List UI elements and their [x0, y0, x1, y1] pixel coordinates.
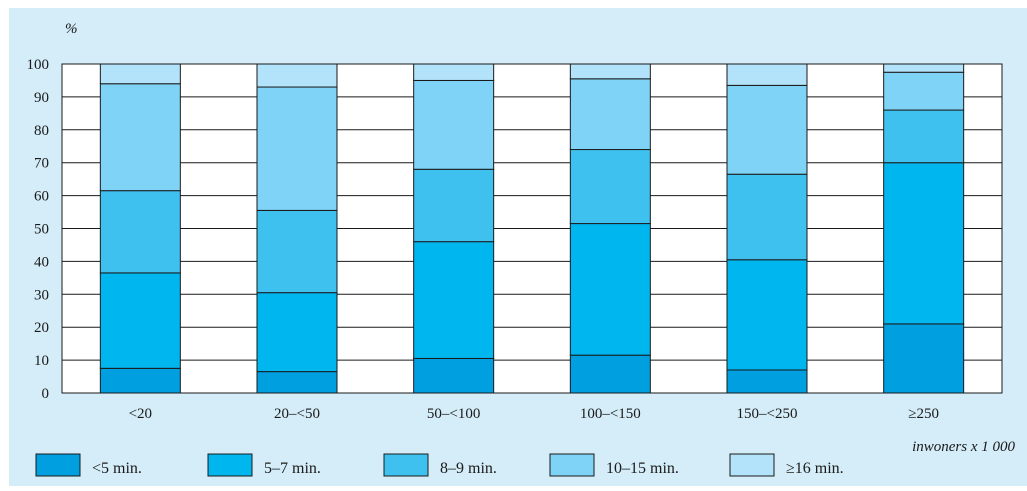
- y-tick-label: 80: [34, 123, 49, 139]
- legend-label: 10–15 min.: [606, 460, 679, 477]
- bar-segment: [726, 84, 808, 175]
- stacked-bar-chart: % 0 10 20 30 40 50 60 70 80 90 100 <20 20–<50 50–<10…: [27, 21, 1016, 477]
- legend-swatch: [729, 453, 775, 477]
- bar-stack: [413, 63, 495, 394]
- bar-segment: [413, 63, 495, 81]
- y-axis-ticks: 0 10 20 30 40 50 60 70 80 90 100: [27, 57, 50, 402]
- bar-segment: [256, 63, 338, 88]
- y-tick-label: 0: [42, 386, 50, 402]
- bar-segment: [413, 79, 495, 170]
- legend-label: <5 min.: [92, 460, 142, 477]
- x-category-label: 50–<100: [427, 406, 480, 422]
- bar-stack: [569, 63, 651, 394]
- bar-stack: [883, 63, 965, 394]
- legend-swatch: [383, 453, 429, 477]
- bar-segment: [99, 83, 181, 192]
- bar-segment: [256, 371, 338, 394]
- y-tick-label: 40: [34, 254, 49, 270]
- y-tick-label: 60: [34, 189, 49, 205]
- bar-segment: [726, 173, 808, 261]
- y-axis-unit-label: %: [65, 21, 78, 37]
- bar-segment: [413, 357, 495, 394]
- x-category-label: ≥250: [908, 406, 939, 422]
- y-tick-label: 10: [34, 353, 49, 369]
- bar-segment: [413, 241, 495, 359]
- bar-segment: [569, 223, 651, 356]
- y-tick-label: 90: [34, 90, 49, 106]
- bar-segment: [413, 168, 495, 243]
- x-axis-categories: <20 20–<50 50–<100 100–<150 150–<250 ≥250: [129, 406, 939, 422]
- bar-segment: [569, 149, 651, 225]
- legend-item: 8–9 min.: [383, 453, 497, 477]
- legend-swatch: [207, 453, 253, 477]
- bar-stack: [256, 63, 338, 394]
- bar-stack: [726, 63, 808, 394]
- bar-segment: [726, 63, 808, 86]
- legend-item: 10–15 min.: [549, 453, 679, 477]
- gridlines: [62, 96, 1002, 361]
- bar-segment: [99, 63, 181, 85]
- bar-segment: [256, 292, 338, 373]
- x-axis-unit-label: inwoners x 1 000: [912, 439, 1015, 455]
- legend: <5 min. 5–7 min. 8–9 min. 10–15 min. ≥16 min…: [35, 453, 844, 477]
- bar-segment: [883, 63, 965, 73]
- x-category-label: 20–<50: [274, 406, 320, 422]
- legend-item: 5–7 min.: [207, 453, 321, 477]
- legend-swatch: [549, 453, 595, 477]
- bar-segment: [99, 190, 181, 274]
- y-tick-label: 70: [34, 156, 49, 172]
- legend-item: ≥16 min.: [729, 453, 844, 477]
- bar-segment: [256, 86, 338, 211]
- bar-segment: [99, 272, 181, 369]
- x-category-label: 150–<250: [737, 406, 798, 422]
- x-category-label: <20: [129, 406, 152, 422]
- bar-stack: [99, 63, 181, 394]
- bar-segment: [569, 78, 651, 151]
- y-tick-label: 100: [27, 57, 50, 73]
- legend-item: <5 min.: [35, 453, 142, 477]
- bar-segment: [883, 323, 965, 394]
- legend-swatch: [35, 453, 81, 477]
- legend-label: 5–7 min.: [264, 460, 321, 477]
- bar-segment: [569, 354, 651, 394]
- bar-segment: [99, 367, 181, 394]
- bar-segment: [726, 369, 808, 394]
- bar-segment: [256, 209, 338, 294]
- bar-segment: [726, 259, 808, 371]
- y-tick-label: 20: [34, 320, 49, 336]
- bar-segment: [569, 63, 651, 80]
- chart-panel: % 0 10 20 30 40 50 60 70 80 90 100 <20 20–<50 50–<10…: [9, 8, 1027, 486]
- legend-label: 8–9 min.: [440, 460, 497, 477]
- legend-label: ≥16 min.: [786, 460, 844, 477]
- bar-segment: [883, 71, 965, 111]
- x-category-label: 100–<150: [580, 406, 641, 422]
- y-tick-label: 50: [34, 222, 49, 238]
- bars: [99, 63, 965, 394]
- bar-segment: [883, 162, 965, 325]
- y-tick-label: 30: [34, 287, 49, 303]
- bar-segment: [883, 109, 965, 164]
